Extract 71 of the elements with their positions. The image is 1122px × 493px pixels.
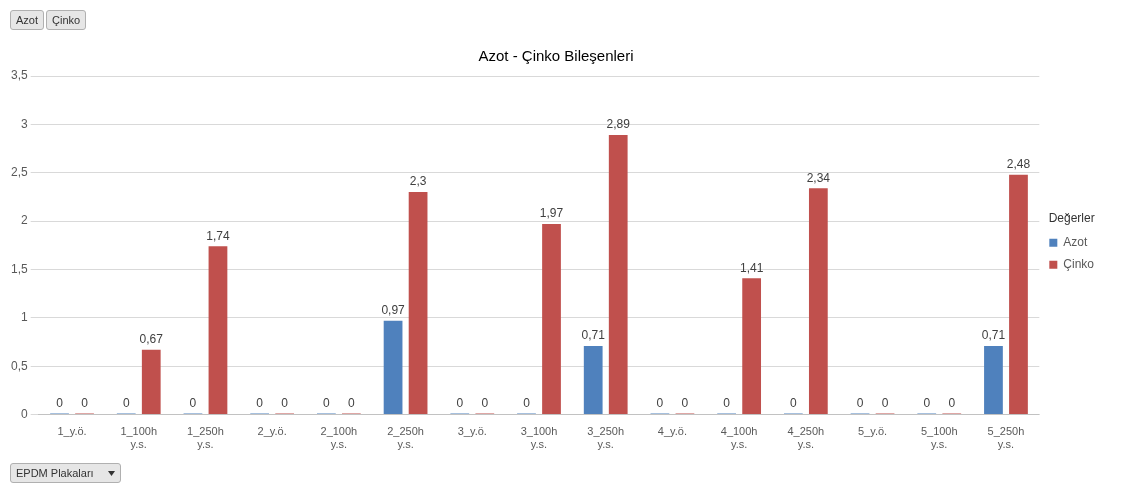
- x-tick-label: 2_y.ö.: [257, 425, 287, 438]
- data-label: 2,89: [606, 117, 631, 132]
- bar: [583, 345, 603, 415]
- legend-label: Çinko: [1063, 257, 1095, 272]
- x-tick-label: 3_100h y.s.: [520, 425, 558, 451]
- x-tick-label: 4_100h y.s.: [720, 425, 758, 451]
- data-label: 0: [923, 395, 931, 410]
- x-tick-label: 1_100h y.s.: [120, 425, 158, 451]
- data-label: 1,41: [739, 260, 764, 275]
- data-label: 0,71: [581, 328, 606, 343]
- chart-title: Azot - Çinko Bileşenleri: [478, 47, 634, 65]
- data-label: 0,97: [381, 303, 406, 318]
- data-label: 0,71: [981, 328, 1006, 343]
- bar: [808, 188, 828, 415]
- x-tick-label: 1_250h y.s.: [187, 425, 224, 451]
- data-label: 0: [881, 395, 889, 410]
- data-label: 0: [856, 395, 864, 410]
- data-label: 0: [323, 395, 331, 410]
- x-tick-label: 5_250h y.s.: [987, 425, 1025, 451]
- bar: [608, 135, 628, 415]
- y-tick-label: 1,5: [10, 261, 28, 276]
- x-tick-label: 4_250h y.s.: [787, 425, 825, 451]
- data-label: 0,67: [139, 332, 164, 347]
- y-tick-label: 2: [20, 213, 28, 228]
- x-tick-label: 4_y.ö.: [657, 425, 687, 438]
- data-label: 1,97: [539, 206, 564, 221]
- data-label: 2,3: [409, 174, 427, 189]
- y-tick-label: 2,5: [10, 165, 28, 180]
- legend-label: Azot: [1063, 235, 1088, 250]
- y-tick-label: 0: [20, 406, 28, 421]
- x-tick-label: 1_y.ö.: [57, 425, 87, 438]
- data-label: 0: [281, 395, 289, 410]
- data-label: 0: [656, 395, 664, 410]
- data-label: 0: [56, 395, 64, 410]
- bar: [984, 345, 1003, 415]
- x-tick-label: 3_250h y.s.: [587, 425, 625, 451]
- x-tick-label: 5_100h y.s.: [920, 425, 958, 451]
- data-label: 0: [723, 395, 731, 410]
- bar: [383, 320, 403, 415]
- bar: [742, 278, 762, 415]
- y-tick-label: 3: [20, 116, 28, 131]
- x-tick-label: 2_250h y.s.: [387, 425, 424, 451]
- data-label: 1,74: [206, 228, 230, 243]
- data-label: 0: [348, 395, 356, 410]
- y-tick-label: 3,5: [10, 68, 28, 83]
- y-tick-label: 0,5: [10, 358, 28, 373]
- bar: [141, 349, 161, 415]
- x-tick-label: 5_y.ö.: [857, 425, 888, 438]
- data-label: 0: [122, 395, 130, 410]
- text: Azot: [10, 10, 45, 30]
- data-label: 2,48: [1006, 156, 1031, 171]
- data-label: 0: [523, 395, 531, 410]
- text: EPDM Plakaları: [16, 467, 94, 479]
- bar: [1009, 174, 1028, 415]
- bar: [408, 192, 428, 415]
- data-label: 0: [256, 395, 264, 410]
- data-label: 0: [681, 395, 689, 410]
- data-label: 0: [189, 395, 197, 410]
- data-label: 2,34: [806, 170, 831, 185]
- bar: [542, 224, 561, 415]
- data-label: 0: [81, 395, 89, 410]
- x-tick-label: 2_100h y.s.: [320, 425, 358, 451]
- data-label: 0: [948, 395, 956, 410]
- data-label: 0: [456, 395, 464, 410]
- y-tick-label: 1: [20, 310, 28, 325]
- legend-title: Değerler: [1048, 210, 1095, 225]
- x-tick-label: 3_y.ö.: [457, 425, 487, 438]
- data-label: 0: [789, 395, 797, 410]
- bar: [208, 246, 228, 415]
- text: Çinko: [46, 10, 87, 30]
- data-label: 0: [481, 395, 489, 410]
